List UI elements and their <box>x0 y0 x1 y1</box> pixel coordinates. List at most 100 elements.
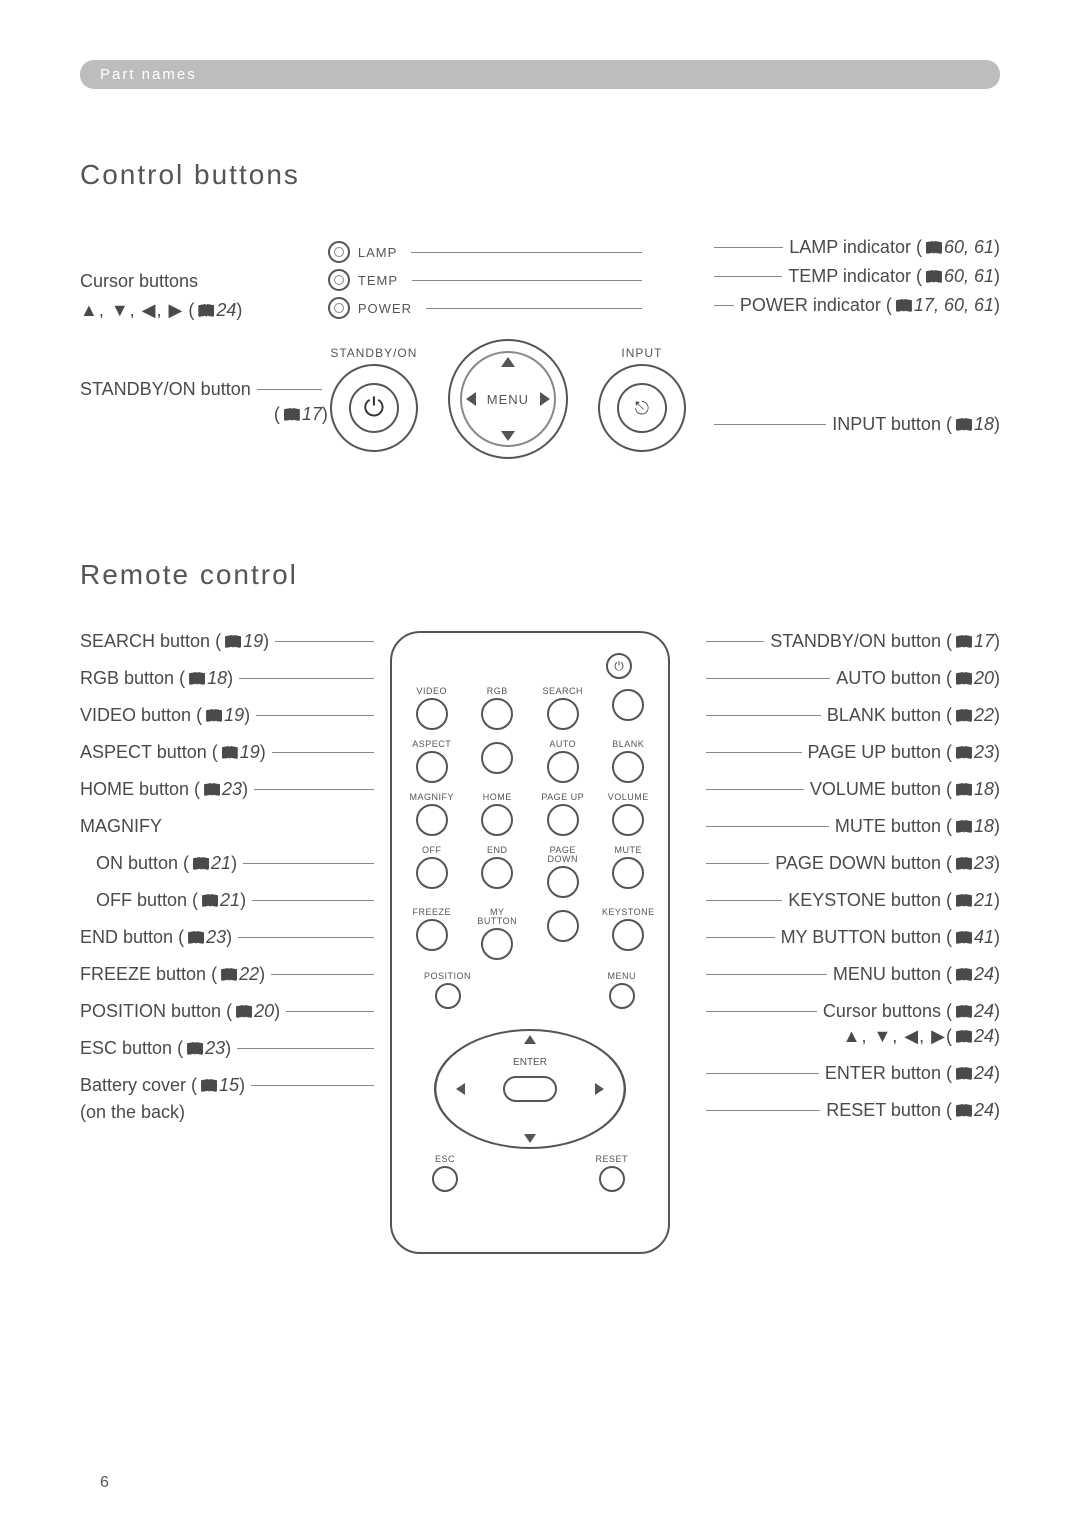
cursor-arrows: ▲, ▼, ◀, ▶ <box>843 1026 946 1047</box>
remote-label-item: POSITION button (20) <box>80 1001 380 1022</box>
remote-label-text: RESET button <box>826 1100 941 1121</box>
leader-line <box>275 641 374 642</box>
remote-label-ref: 24 <box>974 1063 994 1084</box>
standby-cap: STANDBY/ON <box>330 346 417 360</box>
remote-small-button[interactable] <box>547 866 579 898</box>
remote-btn-caption: VIDEO <box>416 687 447 696</box>
remote-small-button[interactable] <box>547 751 579 783</box>
remote-label-ref: 22 <box>974 705 994 726</box>
remote-label-item: MUTE button (18) <box>700 816 1000 837</box>
menu-cap: MENU <box>608 972 637 981</box>
book-icon <box>284 408 300 421</box>
leader-line <box>706 1110 820 1111</box>
remote-label-text: SEARCH button <box>80 631 210 652</box>
remote-label-ref: 18 <box>974 779 994 800</box>
remote-label-text: MUTE button <box>835 816 941 837</box>
remote-small-button[interactable] <box>481 742 513 774</box>
cursor-ref: 24 <box>216 300 236 321</box>
remote-small-button[interactable] <box>612 751 644 783</box>
remote-btn-caption: MY BUTTON <box>470 908 526 926</box>
remote-small-button[interactable] <box>547 910 579 942</box>
book-icon <box>956 418 972 431</box>
remote-small-button[interactable] <box>481 928 513 960</box>
book-icon <box>956 820 972 833</box>
remote-small-button[interactable] <box>416 804 448 836</box>
remote-label-ref: 18 <box>207 668 227 689</box>
standby-label: STANDBY/ON button <box>80 379 251 400</box>
remote-label-ref: 21 <box>220 890 240 911</box>
remote-menu-button[interactable] <box>609 983 635 1009</box>
book-icon <box>187 1042 203 1055</box>
leader-line <box>252 900 374 901</box>
remote-grid-cell: SEARCH <box>542 687 583 730</box>
remote-btn-caption: KEYSTONE <box>602 908 655 917</box>
book-icon <box>956 672 972 685</box>
remote-label-item: RGB button (18) <box>80 668 380 689</box>
section-header-text: Part names <box>100 66 197 83</box>
leader-line <box>238 937 374 938</box>
lamp-led-label: LAMP <box>358 245 397 260</box>
remote-small-button[interactable] <box>416 698 448 730</box>
book-icon <box>956 1067 972 1080</box>
remote-grid-cell: MUTE <box>612 846 644 898</box>
remote-label-item: SEARCH button (19) <box>80 631 380 652</box>
remote-small-button[interactable] <box>547 804 579 836</box>
remote-small-button[interactable] <box>481 698 513 730</box>
remote-small-button[interactable] <box>416 751 448 783</box>
leader-line <box>706 1011 817 1012</box>
leader-line <box>706 900 782 901</box>
remote-label-ref: 23 <box>974 853 994 874</box>
remote-small-button[interactable] <box>416 857 448 889</box>
temp-led-label: TEMP <box>358 273 398 288</box>
book-icon <box>956 894 972 907</box>
remote-small-button[interactable] <box>481 804 513 836</box>
lamp-led <box>328 241 350 263</box>
remote-small-button[interactable] <box>547 698 579 730</box>
remote-grid-cell: BLANK <box>612 740 644 783</box>
leader-line <box>706 1073 819 1074</box>
remote-standby-button[interactable]: ⏻ <box>606 653 632 679</box>
remote-grid-cell: VIDEO <box>416 687 448 730</box>
power-ind-ref: 17, 60, 61 <box>914 295 994 316</box>
book-icon <box>926 270 942 283</box>
leader-line <box>257 389 322 390</box>
remote-small-button[interactable] <box>612 857 644 889</box>
book-icon <box>201 1079 217 1092</box>
esc-cap: ESC <box>435 1155 455 1164</box>
remote-label-item: ESC button (23) <box>80 1038 380 1059</box>
book-icon <box>225 635 241 648</box>
remote-label-item: AUTO button (20) <box>700 668 1000 689</box>
remote-small-button[interactable] <box>416 919 448 951</box>
remote-small-button[interactable] <box>612 919 644 951</box>
book-icon <box>956 1104 972 1117</box>
book-icon <box>896 299 912 312</box>
remote-reset-button[interactable] <box>599 1166 625 1192</box>
remote-label-ref: 21 <box>974 890 994 911</box>
cursor-label: Cursor buttons <box>80 271 198 292</box>
book-icon <box>926 241 942 254</box>
remote-position-button[interactable] <box>435 983 461 1009</box>
menu-dial[interactable]: MENU <box>448 339 568 459</box>
remote-btn-caption: VOLUME <box>608 793 649 802</box>
input-button[interactable]: ⎋ <box>598 364 686 452</box>
remote-small-button[interactable] <box>481 857 513 889</box>
remote-esc-button[interactable] <box>432 1166 458 1192</box>
remote-btn-caption: OFF <box>422 846 442 855</box>
remote-label-item: MENU button (24) <box>700 964 1000 985</box>
remote-label-ref: 24 <box>974 964 994 985</box>
leader-line <box>254 789 374 790</box>
remote-label-text: STANDBY/ON button <box>770 631 941 652</box>
remote-small-button[interactable] <box>612 804 644 836</box>
remote-dpad[interactable]: ENTER <box>450 1029 610 1149</box>
remote-grid-cell: FREEZE <box>412 908 451 960</box>
remote-small-button[interactable] <box>612 689 644 721</box>
remote-btn-caption: SEARCH <box>542 687 583 696</box>
book-icon <box>204 783 220 796</box>
remote-btn-caption: MAGNIFY <box>409 793 454 802</box>
remote-label-text: POSITION button <box>80 1001 221 1022</box>
book-icon <box>956 635 972 648</box>
remote-btn-caption: END <box>487 846 508 855</box>
leader-line <box>286 1011 374 1012</box>
temp-led <box>328 269 350 291</box>
standby-button[interactable]: ⏻ <box>330 364 418 452</box>
